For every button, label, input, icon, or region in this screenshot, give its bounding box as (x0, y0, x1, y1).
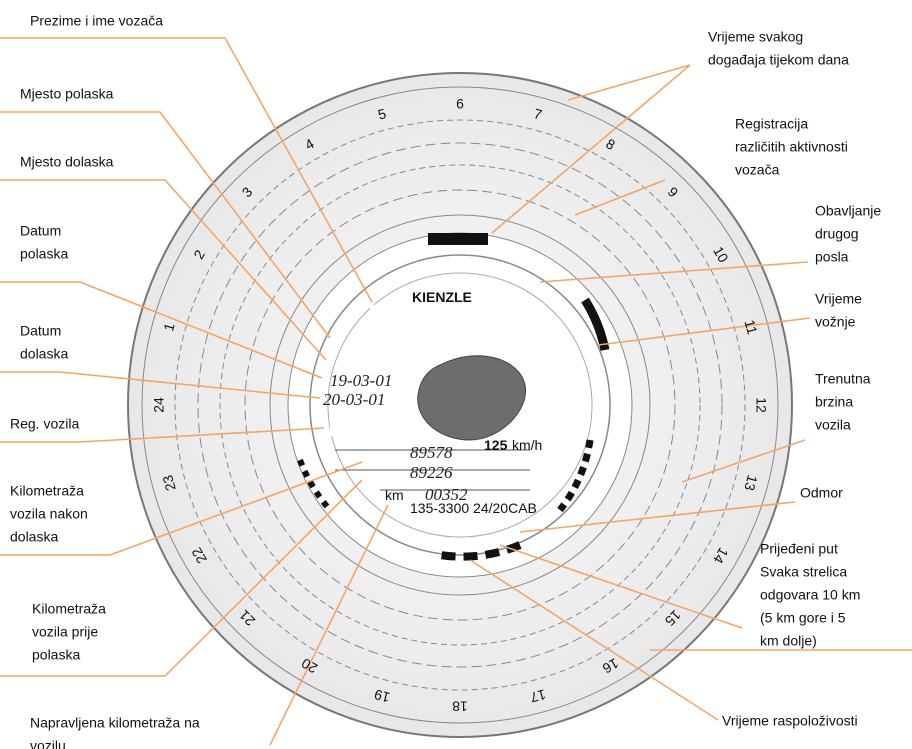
annotation-label: dolaska (20, 346, 68, 362)
brand: KIENZLE (412, 289, 472, 305)
annotation-label: posla (815, 249, 849, 265)
annotation-label: vozila prije (32, 624, 98, 640)
annotation-label: vozila nakon (10, 506, 88, 522)
annotation-label: Datum (20, 223, 61, 239)
annotation-label: Mjesto dolaska (20, 154, 114, 170)
annotation-label: polaska (20, 246, 68, 262)
annotation-label: dolaska (10, 529, 58, 545)
annotation-label: vozilu (30, 738, 66, 749)
annotation-label: (5 km gore i 5 (760, 610, 846, 626)
annotation-label: Prijeđeni put (760, 541, 838, 557)
annotation-label: odgovara 10 km (760, 587, 860, 603)
annotation-label: drugog (815, 226, 859, 242)
annotation-label: Registracija (735, 116, 808, 132)
distance: 00352 (425, 485, 468, 504)
annotation-label: događaja tijekom dana (708, 52, 849, 68)
odometer-end: 89578 (410, 443, 453, 462)
speed-unit: km/h (512, 437, 542, 453)
disc (128, 73, 792, 737)
annotation-label: brzina (815, 394, 853, 410)
annotation-label: vožnje (815, 314, 856, 330)
date-departure: 19-03-01 (330, 371, 392, 390)
diagram: Prezime i ime vozača Mjesto polaska Mjesto… (0, 0, 912, 749)
annotation-label: km dolje) (760, 633, 817, 649)
date-arrival: 20-03-01 (323, 390, 385, 409)
km-label: km (385, 487, 404, 503)
annotation-label: vozača (735, 162, 780, 178)
speed-label: 125 (484, 437, 508, 453)
annotation-label: različitih aktivnosti (735, 139, 848, 155)
leader-line (568, 65, 690, 100)
annotation-label: Obavljanje (815, 203, 881, 219)
annotation-label: Mjesto polaska (20, 86, 114, 102)
hour-label: 18 (452, 698, 468, 714)
annotation-label: Vrijeme svakog (708, 29, 803, 45)
annotation-label: Kilometraža (32, 601, 106, 617)
annotation-label: Svaka strelica (760, 564, 847, 580)
annotation-label: Vrijeme (815, 291, 862, 307)
annotation-label: Odmor (800, 485, 843, 501)
annotation-label: Vrijeme raspoloživosti (722, 713, 858, 729)
hour-label: 12 (753, 397, 769, 413)
annotation-label: Napravljena kilometraža na (30, 715, 200, 731)
annotation-label: polaska (32, 647, 80, 663)
hour-label: 6 (456, 96, 464, 112)
annotation-label: Trenutna (815, 371, 871, 387)
annotation-label: Prezime i ime vozača (30, 13, 163, 29)
odometer-start: 89226 (410, 463, 453, 482)
annotation-label: Kilometraža (10, 483, 84, 499)
annotation-label: Datum (20, 323, 61, 339)
annotation-label: vozila (815, 417, 851, 433)
hour-label: 24 (151, 397, 167, 413)
annotation-label: Reg. vozila (10, 416, 79, 432)
